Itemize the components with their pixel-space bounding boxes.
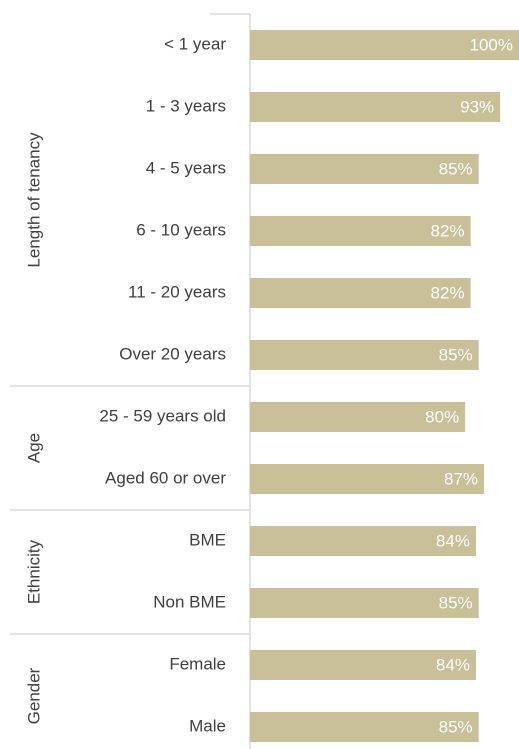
category-label: 4 - 5 years <box>146 158 226 177</box>
category-label: Male <box>189 716 226 735</box>
category-label: Non BME <box>153 592 226 611</box>
category-label: 1 - 3 years <box>146 96 226 115</box>
category-label: < 1 year <box>164 34 226 53</box>
value-label: 87% <box>444 469 478 488</box>
category-label: BME <box>189 530 226 549</box>
bar <box>250 30 519 60</box>
value-label: 85% <box>439 593 473 612</box>
group-label: Ethnicity <box>24 539 43 604</box>
bar <box>250 402 466 432</box>
value-label: 100% <box>470 35 513 54</box>
category-label: Over 20 years <box>119 344 226 363</box>
bar <box>250 340 479 370</box>
value-label: 93% <box>460 97 494 116</box>
category-label: 11 - 20 years <box>128 282 226 301</box>
bar <box>250 216 471 246</box>
category-label: 6 - 10 years <box>136 220 226 239</box>
value-label: 85% <box>439 717 473 736</box>
category-label: Aged 60 or over <box>105 468 226 487</box>
category-label: Female <box>169 654 226 673</box>
value-label: 80% <box>425 407 459 426</box>
bar <box>250 154 479 184</box>
bar <box>250 588 479 618</box>
bar <box>250 464 485 494</box>
value-label: 82% <box>431 283 465 302</box>
group-label: Gender <box>24 667 43 724</box>
bar <box>250 92 501 122</box>
value-label: 85% <box>439 159 473 178</box>
group-label: Length of tenancy <box>24 132 43 268</box>
category-label: 25 - 59 years old <box>99 406 226 425</box>
value-label: 84% <box>436 655 470 674</box>
bar <box>250 712 479 742</box>
bar <box>250 650 476 680</box>
group-label: Age <box>24 433 43 463</box>
value-label: 85% <box>439 345 473 364</box>
value-label: 84% <box>436 531 470 550</box>
bar <box>250 526 476 556</box>
value-label: 82% <box>431 221 465 240</box>
bar <box>250 278 471 308</box>
